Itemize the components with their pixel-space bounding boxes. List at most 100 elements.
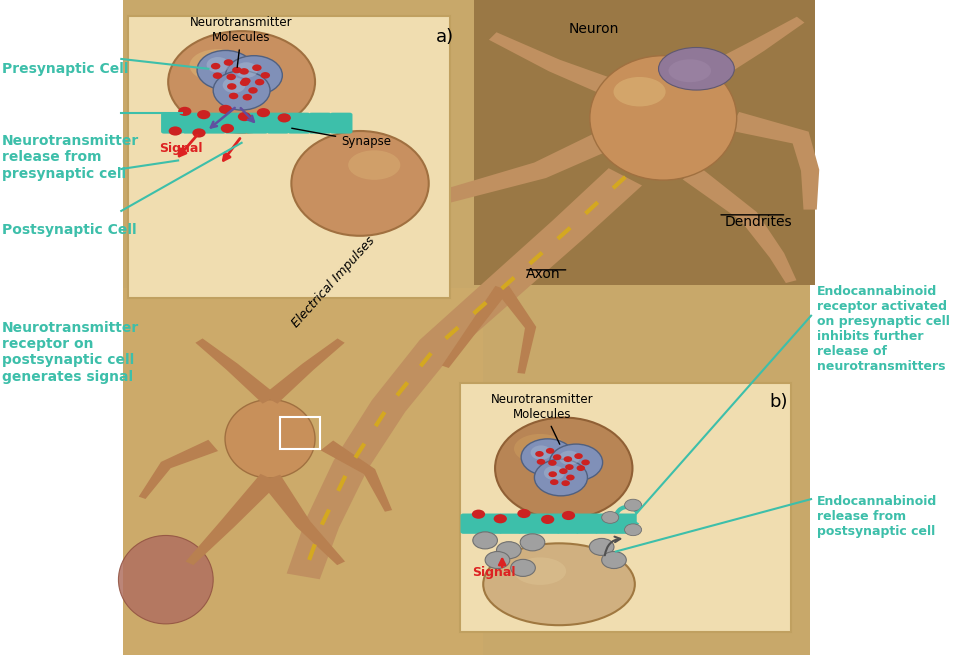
Circle shape [563, 456, 572, 462]
PathPatch shape [442, 286, 508, 368]
Circle shape [562, 511, 575, 520]
Circle shape [485, 552, 509, 569]
FancyBboxPatch shape [224, 113, 247, 134]
Text: Signal: Signal [471, 567, 515, 580]
Circle shape [497, 542, 521, 559]
FancyBboxPatch shape [128, 16, 450, 298]
FancyBboxPatch shape [499, 514, 521, 534]
Circle shape [549, 479, 558, 485]
Ellipse shape [495, 418, 632, 519]
Text: Neurotransmitter
receptor on
postsynaptic cell
generates signal: Neurotransmitter receptor on postsynapti… [2, 321, 140, 384]
Circle shape [179, 107, 191, 116]
FancyBboxPatch shape [614, 514, 636, 534]
FancyBboxPatch shape [594, 514, 618, 534]
Text: Neurotransmitter
Molecules: Neurotransmitter Molecules [491, 393, 593, 444]
Text: a): a) [436, 28, 454, 45]
Circle shape [535, 459, 588, 496]
FancyBboxPatch shape [288, 113, 310, 134]
Circle shape [241, 77, 251, 84]
Circle shape [235, 62, 258, 78]
FancyBboxPatch shape [183, 113, 205, 134]
PathPatch shape [185, 474, 279, 565]
Circle shape [207, 57, 229, 73]
Text: b): b) [769, 393, 788, 411]
Text: Neurotransmitter
Molecules: Neurotransmitter Molecules [190, 16, 293, 67]
Circle shape [472, 532, 498, 549]
Ellipse shape [483, 544, 634, 625]
FancyBboxPatch shape [461, 514, 483, 534]
Circle shape [549, 460, 556, 466]
FancyBboxPatch shape [266, 113, 289, 134]
PathPatch shape [693, 17, 804, 86]
FancyBboxPatch shape [308, 113, 332, 134]
Circle shape [239, 68, 249, 75]
Ellipse shape [514, 434, 566, 464]
Text: Synapse: Synapse [292, 128, 391, 149]
PathPatch shape [394, 122, 633, 217]
Circle shape [227, 83, 236, 90]
Ellipse shape [614, 77, 666, 106]
PathPatch shape [287, 168, 642, 579]
FancyBboxPatch shape [123, 288, 483, 655]
Text: Axon: Axon [526, 267, 560, 281]
Ellipse shape [168, 31, 315, 133]
Circle shape [221, 124, 234, 133]
Text: Neuron: Neuron [568, 22, 619, 36]
FancyBboxPatch shape [576, 514, 598, 534]
Circle shape [219, 105, 232, 114]
Circle shape [521, 439, 574, 476]
Ellipse shape [590, 56, 737, 180]
Ellipse shape [669, 60, 712, 82]
Circle shape [549, 472, 557, 477]
Circle shape [225, 56, 282, 95]
Ellipse shape [225, 400, 315, 478]
Circle shape [552, 455, 561, 460]
Text: Endocannabinoid
receptor activated
on presynaptic cell
inhibits further
release : Endocannabinoid receptor activated on pr… [817, 285, 950, 373]
PathPatch shape [682, 168, 796, 283]
Circle shape [625, 524, 641, 536]
Circle shape [213, 72, 223, 79]
Text: Signal: Signal [159, 142, 203, 155]
Circle shape [255, 79, 264, 85]
Circle shape [257, 108, 270, 117]
Circle shape [601, 552, 627, 569]
Circle shape [252, 64, 262, 71]
Circle shape [582, 460, 590, 465]
Text: Presynaptic Cell: Presynaptic Cell [2, 62, 129, 76]
Ellipse shape [189, 49, 246, 82]
Circle shape [517, 509, 531, 518]
Circle shape [590, 538, 614, 555]
Circle shape [238, 112, 251, 121]
Circle shape [471, 510, 485, 519]
Ellipse shape [348, 151, 400, 180]
Circle shape [169, 126, 182, 136]
Circle shape [240, 79, 249, 86]
Circle shape [520, 534, 545, 551]
Text: Neurotransmitter
release from
presynaptic cell: Neurotransmitter release from presynapti… [2, 134, 140, 181]
FancyBboxPatch shape [245, 113, 268, 134]
Circle shape [546, 448, 554, 454]
Circle shape [531, 445, 551, 460]
FancyBboxPatch shape [473, 0, 815, 285]
Circle shape [226, 73, 236, 80]
Circle shape [197, 110, 211, 119]
Circle shape [601, 512, 619, 523]
FancyBboxPatch shape [123, 0, 810, 655]
Circle shape [224, 59, 233, 66]
Circle shape [494, 514, 507, 523]
FancyBboxPatch shape [203, 113, 226, 134]
Circle shape [566, 474, 575, 480]
Text: Dendrites: Dendrites [725, 215, 793, 229]
Circle shape [213, 71, 270, 110]
Circle shape [535, 451, 544, 457]
Circle shape [510, 559, 536, 576]
Circle shape [277, 113, 291, 122]
PathPatch shape [260, 475, 346, 565]
FancyBboxPatch shape [518, 514, 541, 534]
Circle shape [561, 480, 570, 486]
Circle shape [211, 63, 221, 69]
FancyBboxPatch shape [460, 383, 792, 632]
Circle shape [549, 444, 602, 481]
Text: Postsynaptic Cell: Postsynaptic Cell [2, 223, 137, 236]
PathPatch shape [263, 339, 345, 403]
